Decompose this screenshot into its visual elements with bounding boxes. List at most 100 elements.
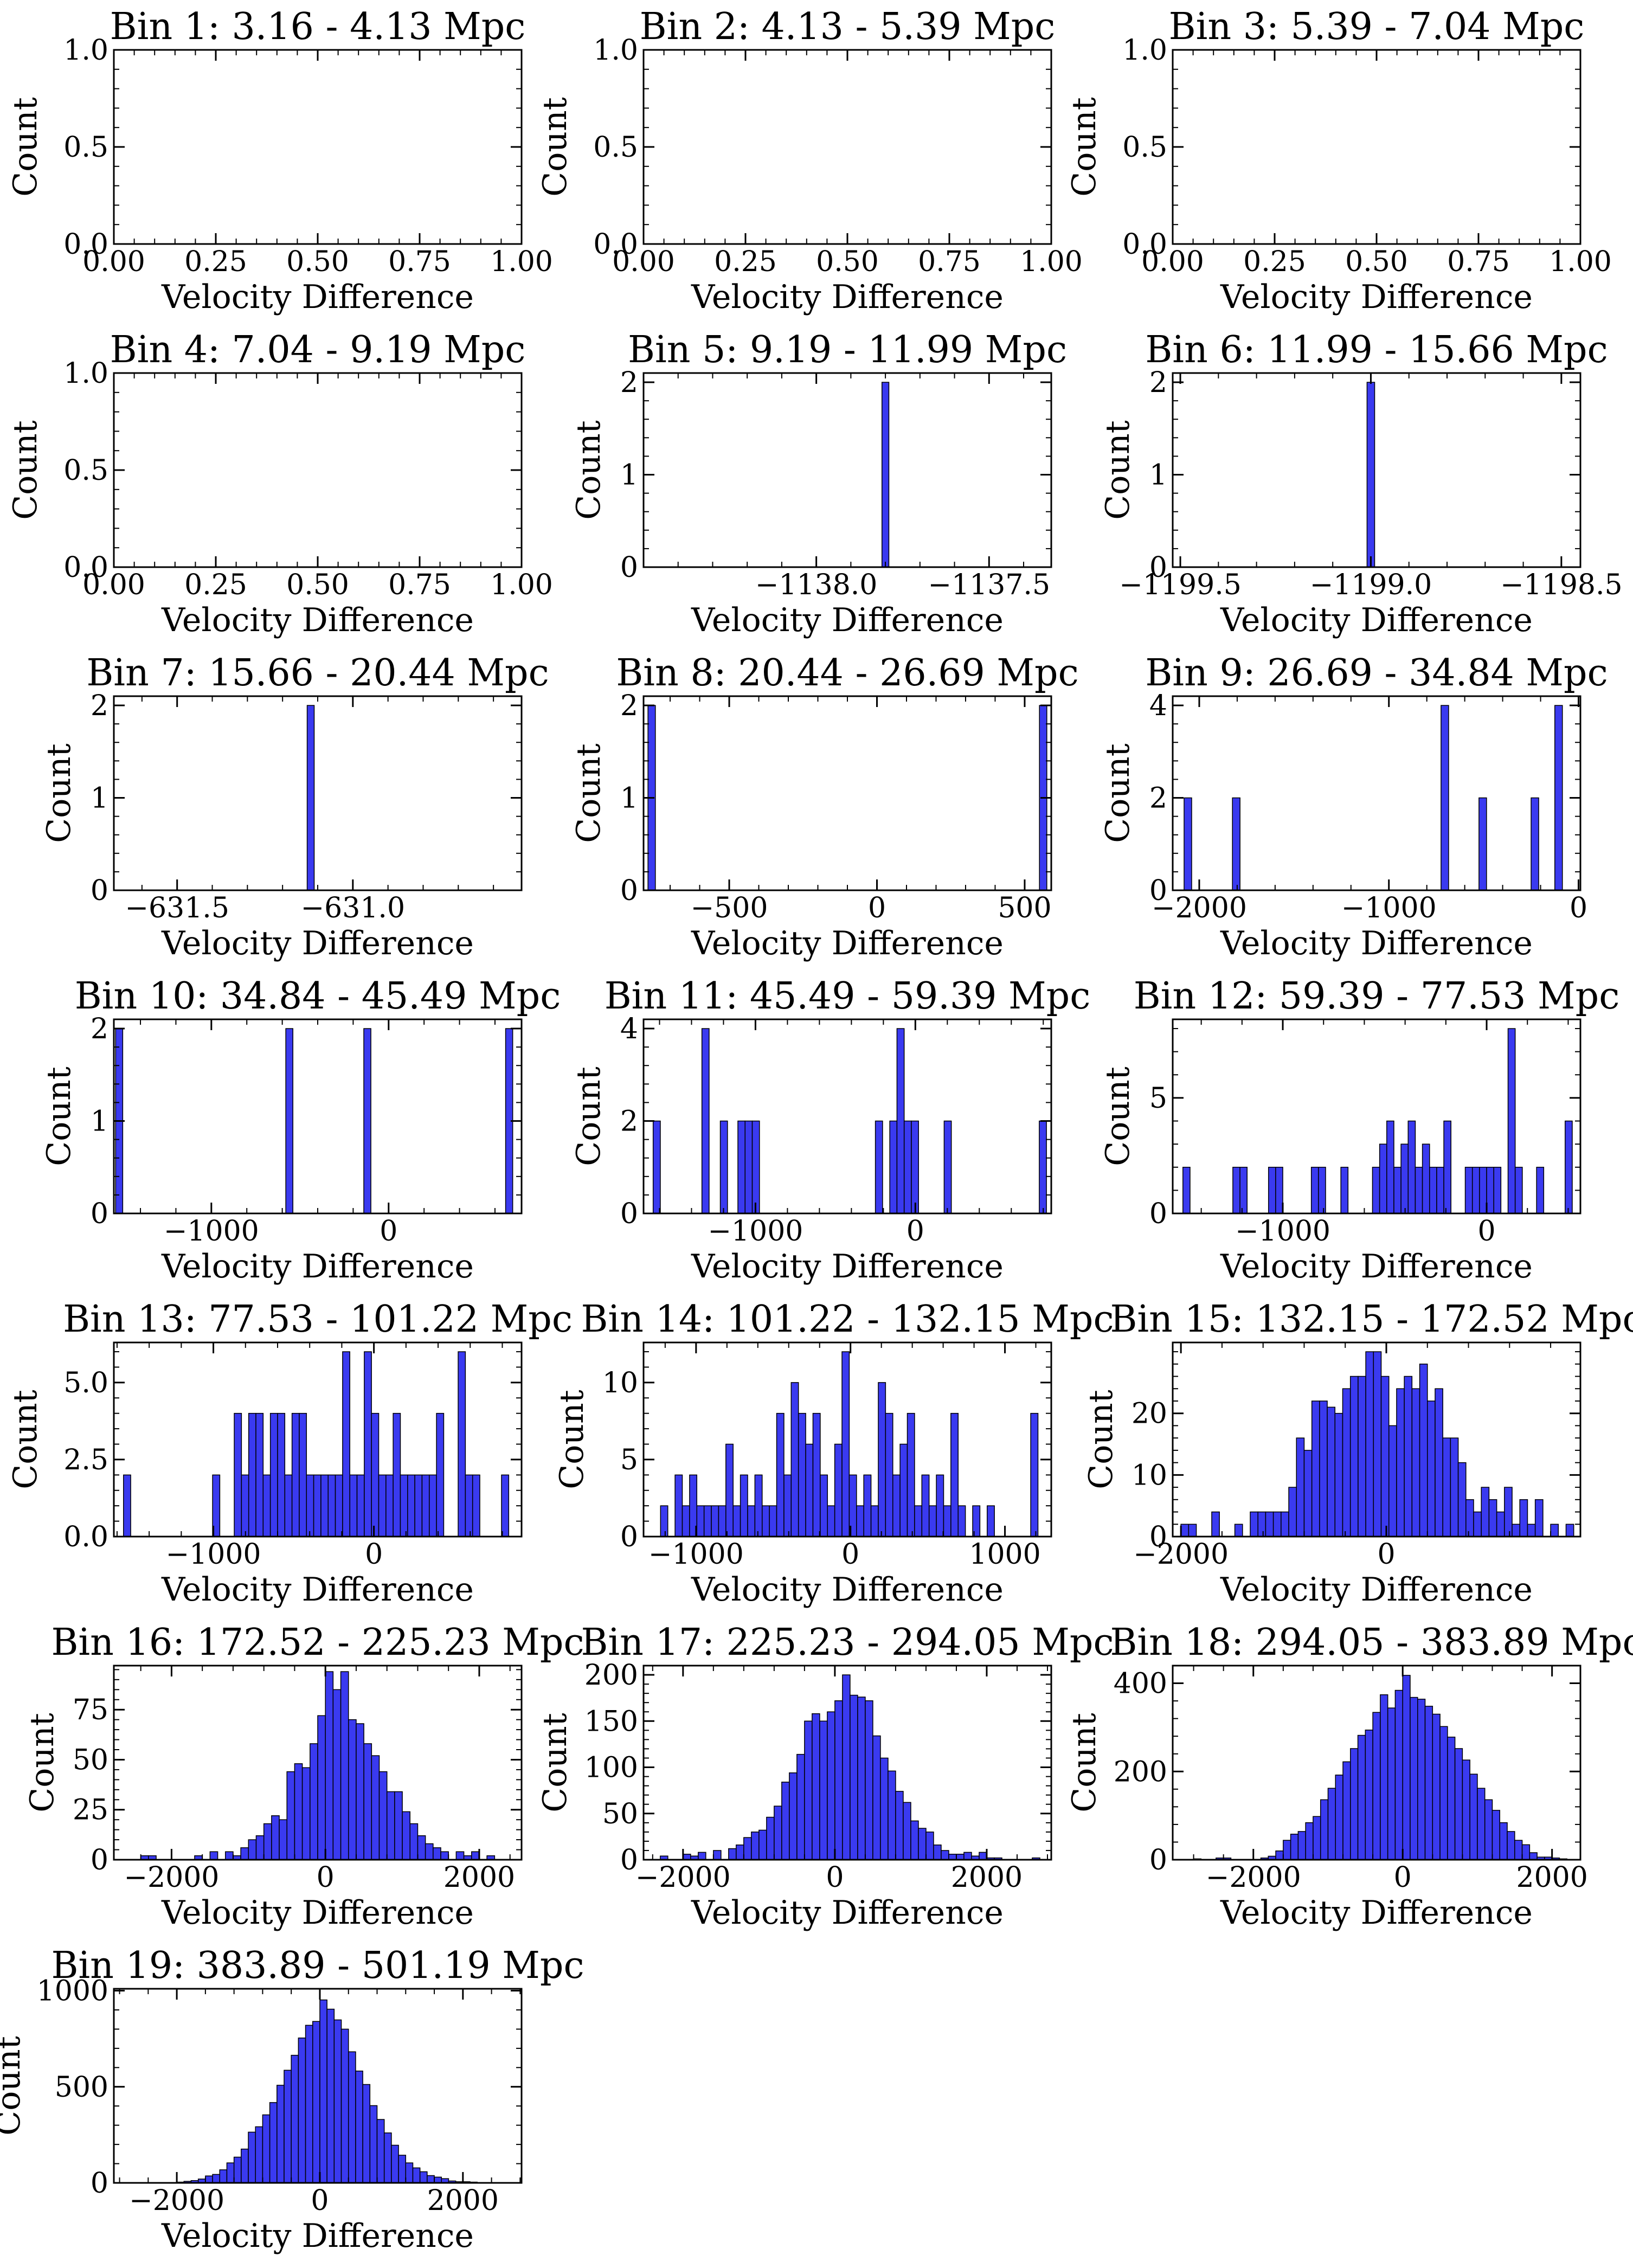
y-tick-label: 0 (620, 1198, 638, 1230)
axes-frame (1172, 1018, 1581, 1215)
histogram-bar (1281, 1511, 1289, 1537)
histogram-bar (298, 2037, 306, 2183)
histogram-bar (355, 2070, 363, 2183)
histogram-bar (766, 1816, 775, 1860)
histogram-bar (1372, 1167, 1380, 1214)
histogram-bar (870, 1505, 879, 1537)
x-axis-label: Velocity Difference (161, 1571, 474, 1609)
histogram-bar (1313, 1816, 1321, 1860)
y-tick-label: 0.0 (63, 551, 108, 584)
histogram-bar (1550, 1524, 1559, 1537)
x-tick-label: 0 (906, 1215, 924, 1248)
histogram-bar (255, 1835, 265, 1860)
x-tick-label: 1000 (969, 1538, 1040, 1571)
histogram-bar (660, 1505, 668, 1537)
histogram-bar (1499, 1822, 1508, 1860)
histogram-bar (234, 1412, 242, 1537)
axes-frame (1172, 1665, 1581, 1861)
axes-frame (113, 49, 523, 245)
histogram-bar (465, 1474, 473, 1537)
histogram-bar (364, 1351, 372, 1537)
histogram-bar (386, 1791, 395, 1860)
x-tick-label: 2000 (1516, 1861, 1587, 1894)
histogram-bar (1484, 1799, 1493, 1860)
subplot-14: −1000 0 1000 0 5 10 Bin 14: 101.22 - 132.15 Mp… (553, 1298, 1114, 1609)
subplot-title: Bin 10: 34.84 - 45.49 Mpc (75, 975, 561, 1018)
histogram-bar (1388, 1425, 1397, 1537)
histogram-bar (1424, 1706, 1433, 1860)
histogram-bar (1404, 1376, 1413, 1537)
histogram-bar (1296, 1437, 1305, 1537)
x-tick-label: −1000 (164, 1215, 259, 1248)
subplot-title: Bin 15: 132.15 - 172.52 Mpc (1110, 1298, 1633, 1341)
histogram-bar (1265, 1511, 1274, 1537)
x-axis-label: Velocity Difference (161, 1894, 474, 1932)
histogram-bar (933, 1844, 942, 1860)
y-tick-label: 1 (620, 782, 638, 815)
x-tick-label: 0 (311, 2185, 329, 2217)
histogram-bar (820, 1474, 828, 1537)
y-tick-label: 2 (91, 690, 108, 722)
y-tick-label: 1.0 (63, 34, 108, 67)
histogram-bar (400, 1474, 408, 1537)
histogram-bar (881, 382, 890, 568)
histogram-bar (899, 1443, 908, 1537)
histogram-bar (1327, 1788, 1336, 1860)
histogram-bar (769, 1505, 777, 1537)
histogram-bar (1439, 1726, 1448, 1860)
histogram-bar (1436, 1167, 1444, 1214)
histogram-bar (918, 1828, 927, 1860)
histogram-bar (1334, 1412, 1343, 1537)
x-tick-label: −1000 (1235, 1215, 1330, 1248)
histogram-bar (921, 1474, 930, 1537)
histogram-bar (248, 2131, 256, 2183)
histogram-bar (421, 1474, 430, 1537)
histogram-bar (1180, 1524, 1190, 1537)
y-axis-label: Count (1099, 1066, 1137, 1166)
histogram-bar (781, 1782, 790, 1860)
histogram-bar (888, 1770, 896, 1860)
histogram-bar (1340, 1167, 1349, 1214)
histogram-bar (1450, 1437, 1459, 1537)
y-tick-label: 0 (91, 1198, 108, 1230)
subplot-title: Bin 13: 77.53 - 101.22 Mpc (63, 1298, 573, 1341)
x-tick-label: 2000 (443, 1861, 515, 1894)
histogram-bar (1349, 1376, 1359, 1537)
histogram-bar (1486, 1167, 1494, 1214)
histogram-bar (1188, 1524, 1197, 1537)
y-tick-label: 2 (620, 690, 638, 722)
histogram-bar (1380, 1694, 1388, 1860)
axes-frame (1172, 1341, 1581, 1538)
subplot-title: Bin 18: 294.05 - 383.89 Mpc (1110, 1621, 1633, 1664)
histogram-bar (751, 1832, 760, 1860)
y-axis-label: Count (7, 97, 44, 196)
y-tick-label: 25 (73, 1794, 108, 1827)
histogram-bar (348, 1719, 357, 1860)
histogram-bar (1493, 1167, 1502, 1214)
histogram-bar (1373, 1351, 1382, 1537)
y-tick-label: 0.5 (63, 454, 108, 487)
y-tick-label: 0 (620, 1521, 638, 1553)
x-axis-label: Velocity Difference (1220, 924, 1533, 962)
histogram-bar (754, 1474, 763, 1537)
x-tick-label: −1138.0 (755, 569, 878, 601)
y-tick-label: 1 (91, 782, 108, 815)
histogram-bar (906, 1412, 915, 1537)
x-axis-label: Velocity Difference (161, 924, 474, 962)
histogram-bar (255, 2126, 263, 2183)
histogram-bar (1429, 1167, 1437, 1214)
histogram-bar (718, 1505, 727, 1537)
y-tick-label: 50 (602, 1798, 638, 1830)
y-tick-label: 10 (602, 1367, 638, 1399)
y-tick-label: 0 (1149, 551, 1167, 584)
histogram-bar (255, 1412, 264, 1537)
histogram-bar (376, 2119, 385, 2183)
histogram-bar (1303, 1450, 1313, 1537)
x-tick-label: −500 (691, 892, 768, 924)
histogram-bar (1366, 382, 1375, 568)
histogram-bar (378, 1474, 387, 1537)
